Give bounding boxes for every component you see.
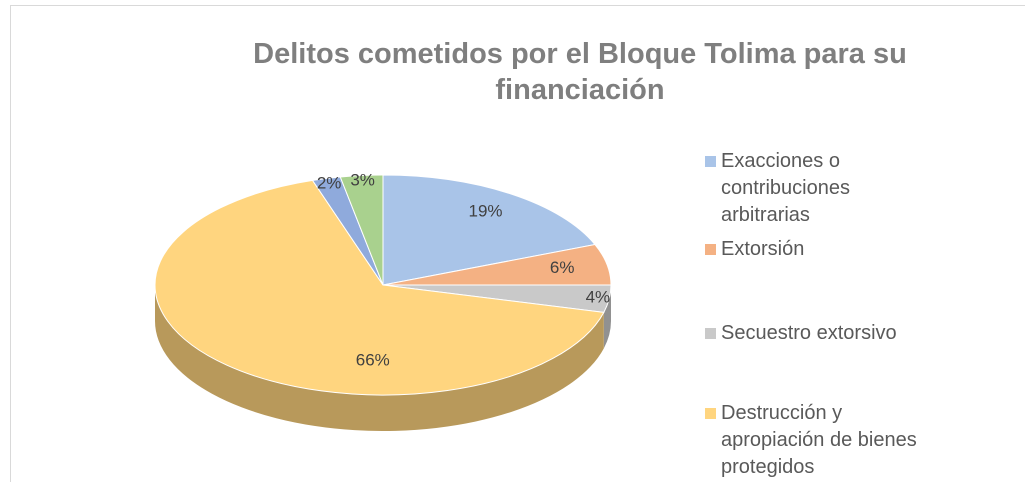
chart-frame (10, 5, 1025, 482)
legend-swatch (705, 408, 716, 419)
data-label: 4% (586, 288, 611, 307)
legend-label: Secuestro extorsivo (721, 322, 897, 344)
pie-slice (154, 179, 605, 396)
legend-swatch (705, 328, 716, 339)
data-label: 2% (317, 173, 342, 192)
legend-swatch (705, 156, 716, 167)
pie-slice (339, 174, 384, 286)
pie-side (603, 285, 611, 349)
pie-side (155, 285, 604, 431)
data-label: 3% (350, 170, 375, 189)
pie-slice (382, 174, 596, 286)
legend-label: Exacciones o contribuciones arbitrarias (721, 150, 850, 226)
legend-item: Destrucción y apropiación de bienes prot… (705, 400, 965, 481)
data-label: 19% (469, 202, 503, 221)
legend-label: Extorsión (721, 238, 805, 260)
legend-label: Destrucción y apropiación de bienes prot… (721, 402, 917, 478)
legend-item: Secuestro extorsivo (705, 320, 965, 347)
chart-title: Delitos cometidos por el Bloque Tolima p… (253, 38, 907, 106)
legend-item: Extorsión (705, 236, 965, 263)
data-label: 66% (356, 351, 390, 370)
legend-swatch (705, 244, 716, 255)
legend-item: Exacciones o contribuciones arbitrarias (705, 148, 965, 229)
data-label: 6% (550, 258, 575, 277)
